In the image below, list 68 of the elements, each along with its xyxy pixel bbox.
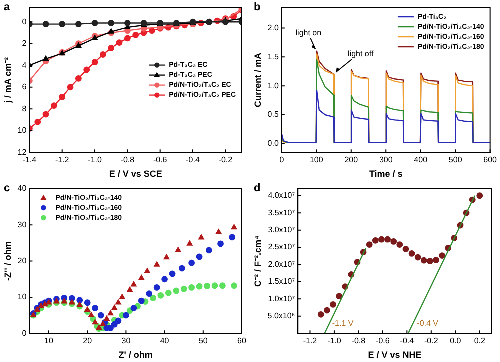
x-tick-label: 400 [414,156,428,165]
text: b [254,2,261,14]
y-tick-label: 4.0x10⁷ [268,191,296,200]
y-tick-label: 5.0x10⁶ [268,312,296,321]
text: c [4,182,10,195]
y-tick-label: 12 [18,148,28,157]
x-tick-label: 30 [122,336,132,346]
y-tick-label: 4 [22,60,28,70]
x-axis-title: E / V vs SCE [109,169,162,180]
y-tick-label: 10 [18,292,28,302]
x-tick-label: 0.0 [450,336,462,346]
y-tick-label: 1.5x10⁷ [268,277,296,286]
y-tick-label: 2 [22,39,28,48]
x-tick-label: -1.4 [22,156,38,165]
y-tick-label: 0.5 [268,110,280,120]
y-tick-label: 30 [18,220,28,230]
annotation: light on [296,28,322,38]
y-tick-label: 3.5x10⁷ [268,208,296,218]
y-tick-label: 3.0x10⁷ [268,226,296,235]
y-tick-label: 2.0x10⁷ [268,260,296,269]
x-axis-title: Z' / ohm [118,350,153,360]
y-tick-label: 1.0x10⁷ [268,294,296,304]
y-axis-title: -Z'' / ohm [2,242,13,281]
x-tick-label: 300 [379,156,394,165]
y-tick-label: 0.0 [268,139,280,148]
x-tick-label: 0.2 [474,336,486,346]
x-tick-label: -0.6 [153,156,168,165]
x-tick-label: -1.2 [55,156,70,165]
y-tick-label: 0 [22,17,28,26]
y-axis-title: Current / mA [252,52,263,108]
y-axis-title: j / mA cm⁻² [2,57,13,104]
x-tick-label: 40 [160,336,170,346]
y-tick-label: 0 [22,328,28,338]
y-tick-label: 10 [18,126,28,136]
x-tick-label: -0.8 [120,156,136,165]
x-tick-label: 10 [44,336,54,346]
x-tick-label: 600 [484,156,498,165]
annotation: -0.4 V [417,318,440,328]
x-tick-label: -1.0 [88,156,102,165]
x-tick-label: -1.2 [303,336,318,346]
x-tick-label: -0.8 [352,336,366,346]
x-axis-title: E / V vs NHE [368,350,422,360]
x-tick-label: 200 [344,156,359,165]
x-tick-label: -0.6 [376,336,390,346]
x-tick-label: 500 [448,156,463,165]
y-tick-label: 2.0 [268,23,280,32]
annotation: light off [348,50,374,59]
y-tick-label: 40 [18,184,28,194]
y-tick-label: 2.5x10⁷ [268,242,296,252]
y-tick-label: 6 [22,82,28,92]
x-tick-label: 60 [238,336,247,346]
y-tick-label: 20 [18,256,28,266]
y-axis-title: C⁻² / F⁻².cm⁴ [252,236,263,288]
x-tick-label: 20 [83,336,93,346]
x-axis-title: Time / s [369,169,403,180]
y-tick-label: 1.5 [268,52,280,62]
y-tick-label: 8 [22,104,28,114]
x-tick-label: -0.2 [218,156,234,165]
x-tick-label: -0.4 [400,336,415,346]
y-tick-label: 1.0 [268,81,280,90]
text: d [254,182,261,195]
x-tick-label: 100 [310,156,324,165]
x-tick-label: -0.4 [186,156,200,165]
x-tick-label: -0.2 [424,336,439,346]
text: a [4,2,11,14]
x-tick-label: -1.0 [328,336,342,346]
annotation: -1.1 V [332,318,354,328]
x-tick-label: 50 [198,336,208,346]
